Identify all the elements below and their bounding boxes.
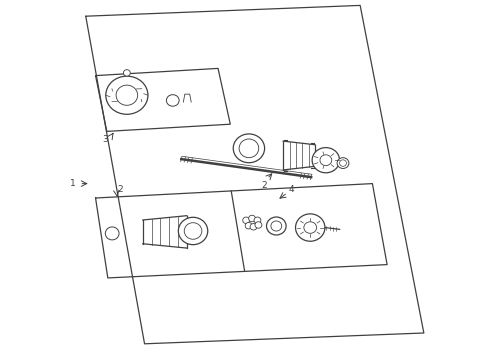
Ellipse shape	[178, 217, 208, 245]
Ellipse shape	[320, 155, 332, 166]
Text: 4: 4	[289, 185, 294, 194]
Ellipse shape	[184, 223, 202, 239]
Ellipse shape	[312, 148, 340, 173]
Ellipse shape	[106, 76, 148, 114]
Text: 3: 3	[102, 135, 108, 144]
Ellipse shape	[245, 222, 252, 229]
Ellipse shape	[337, 158, 349, 168]
Text: 2: 2	[262, 181, 268, 190]
Ellipse shape	[255, 222, 262, 228]
Ellipse shape	[233, 134, 265, 163]
Ellipse shape	[267, 217, 286, 235]
Ellipse shape	[123, 70, 130, 76]
Ellipse shape	[116, 85, 138, 105]
Ellipse shape	[304, 222, 317, 233]
Ellipse shape	[243, 217, 249, 224]
Ellipse shape	[295, 214, 325, 241]
Ellipse shape	[167, 95, 179, 106]
Ellipse shape	[271, 221, 282, 231]
Text: 2: 2	[118, 185, 123, 194]
Ellipse shape	[248, 215, 255, 222]
Ellipse shape	[105, 227, 119, 240]
Ellipse shape	[239, 139, 259, 158]
Ellipse shape	[250, 224, 257, 230]
Ellipse shape	[254, 217, 261, 224]
Text: 1: 1	[70, 179, 75, 188]
